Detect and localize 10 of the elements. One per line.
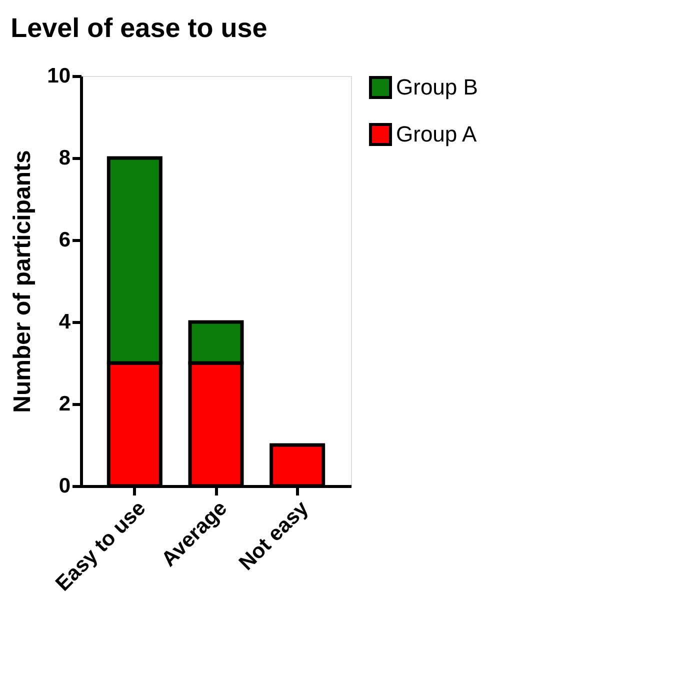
y-tick-label: 2 <box>58 392 70 416</box>
y-tick-label: 4 <box>58 310 71 334</box>
y-tick-label: 8 <box>58 146 71 170</box>
y-tick-label: 10 <box>47 64 70 88</box>
y-tick-label: 6 <box>58 228 70 252</box>
chart-title: Level of ease to use <box>10 13 268 43</box>
legend-label: Group B <box>396 74 478 100</box>
y-tick-label: 0 <box>58 474 70 498</box>
legend-label: Group A <box>396 122 478 146</box>
y-axis-title: Number of participants <box>9 150 36 413</box>
